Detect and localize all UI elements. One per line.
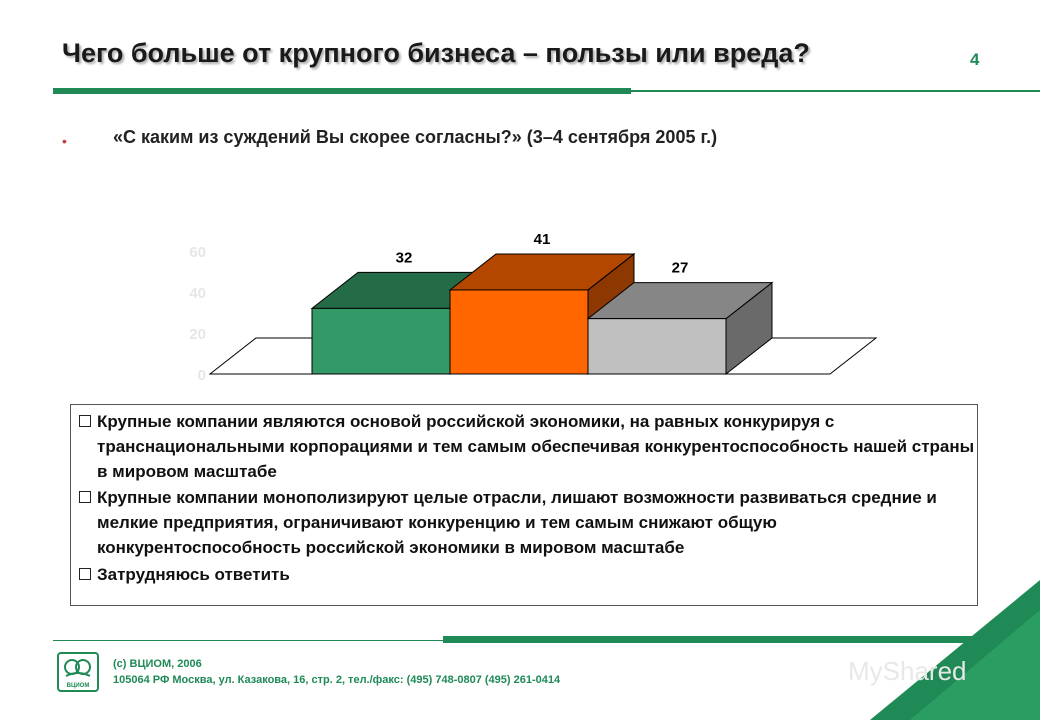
page-title: Чего больше от крупного бизнеса – пользы…: [62, 38, 810, 68]
data-label-3: 27: [672, 260, 689, 277]
footer-address: 105064 РФ Москва, ул. Казакова, 16, стр.…: [113, 674, 561, 686]
page-number: 4: [970, 50, 980, 69]
logo-text: ВЦИОМ: [67, 683, 90, 689]
watermark: MyShared: [848, 656, 967, 686]
legend-item-3: Затрудняюсь ответить: [79, 562, 290, 587]
legend-item-1: Крупные компании являются основой россий…: [79, 409, 977, 484]
bar-1: [311, 307, 451, 375]
legend-label-3: Затрудняюсь ответить: [97, 565, 290, 584]
y-tick-label: 20: [189, 326, 206, 343]
bar-chart-3d: 0 20 40 60 32 41 27: [189, 231, 878, 384]
legend-label-2: Крупные компании монополизируют целые от…: [97, 488, 937, 557]
header-rule-thick: [53, 88, 631, 94]
legend-label-1: Крупные компании являются основой россий…: [97, 412, 975, 481]
legend-swatch-green: [79, 415, 91, 427]
bar-3: [587, 318, 727, 375]
y-tick-label: 60: [189, 244, 206, 261]
legend-swatch-gray: [79, 568, 91, 580]
corner-decoration: [870, 580, 1040, 720]
question-text: «С каким из суждений Вы скорее согласны?…: [113, 127, 718, 147]
footer-text: (c) ВЦИОМ, 2006 105064 РФ Москва, ул. Ка…: [113, 656, 560, 688]
y-tick-label: 40: [189, 285, 206, 302]
legend-item-2: Крупные компании монополизируют целые от…: [79, 485, 977, 560]
footer-rule-thick: [443, 636, 1040, 643]
footer-copyright: (c) ВЦИОМ, 2006: [113, 658, 202, 670]
vciom-logo: ВЦИОМ: [57, 652, 99, 692]
y-tick-label: 0: [198, 367, 206, 384]
legend-swatch-orange: [79, 491, 91, 503]
logo-icon: ВЦИОМ: [64, 659, 91, 689]
data-label-1: 32: [396, 249, 413, 266]
data-label-2: 41: [534, 231, 551, 248]
header-rule-thin: [631, 90, 1040, 92]
bullet-icon: •: [62, 133, 67, 149]
footer-rule-thin: [53, 640, 443, 641]
chart-legend: Крупные компании являются основой россий…: [70, 404, 978, 606]
bar-2: [449, 289, 589, 375]
